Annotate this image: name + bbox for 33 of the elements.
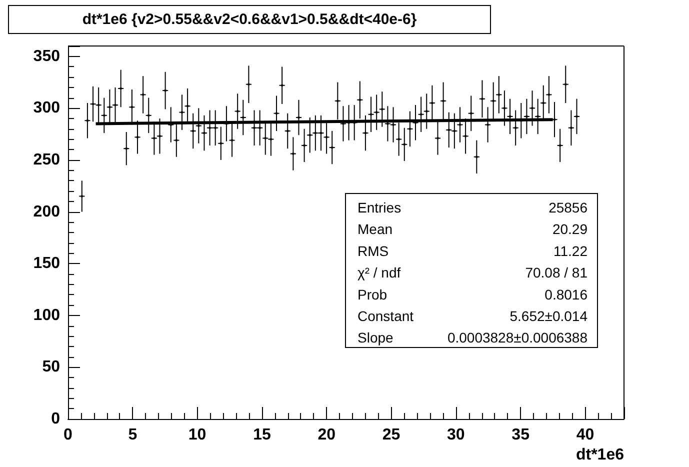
annotation: Prob	[358, 286, 388, 302]
annotation: χ² / ndf	[358, 264, 401, 281]
x-tick-label: 40	[576, 426, 594, 444]
y-tick-label: 250	[33, 151, 60, 168]
annotation: 0.8016	[544, 286, 588, 302]
x-tick-label: 15	[253, 426, 271, 444]
y-tick-label: 0	[51, 410, 60, 428]
annotation: RMS	[358, 242, 389, 259]
x-tick-label: 25	[382, 426, 400, 444]
annotation: 11.22	[554, 242, 588, 259]
x-axis-title: dt*1e6	[576, 446, 624, 464]
x-tick-label: 30	[447, 426, 465, 444]
annotation: 20.29	[552, 221, 588, 238]
y-tick-label: 100	[33, 306, 60, 324]
x-tick-label: 20	[318, 426, 336, 444]
annotation: Entries	[358, 200, 402, 216]
y-tick-label: 200	[33, 203, 60, 220]
y-tick-label: 150	[33, 255, 60, 272]
annotation: 70.08 / 81	[525, 264, 588, 281]
annotation: Constant	[358, 308, 414, 324]
annotation: Mean	[358, 221, 393, 238]
chart-title: dt*1e6 {v2>0.55&&v2<0.6&&v1>0.5&&dt<40e-6}	[82, 11, 417, 28]
y-tick-label: 350	[33, 48, 60, 65]
annotation: Slope	[358, 330, 394, 346]
y-tick-label: 50	[42, 358, 60, 376]
x-tick-label: 35	[512, 426, 530, 444]
x-tick-label: 10	[188, 426, 206, 444]
x-tick-label: 5	[128, 426, 138, 444]
y-tick-label: 300	[33, 100, 60, 117]
annotation: 25856	[548, 200, 588, 216]
annotation: 5.652±0.014	[510, 308, 588, 324]
x-tick-label: 0	[64, 426, 73, 444]
annotation: 0.0003828±0.0006388	[447, 330, 588, 346]
